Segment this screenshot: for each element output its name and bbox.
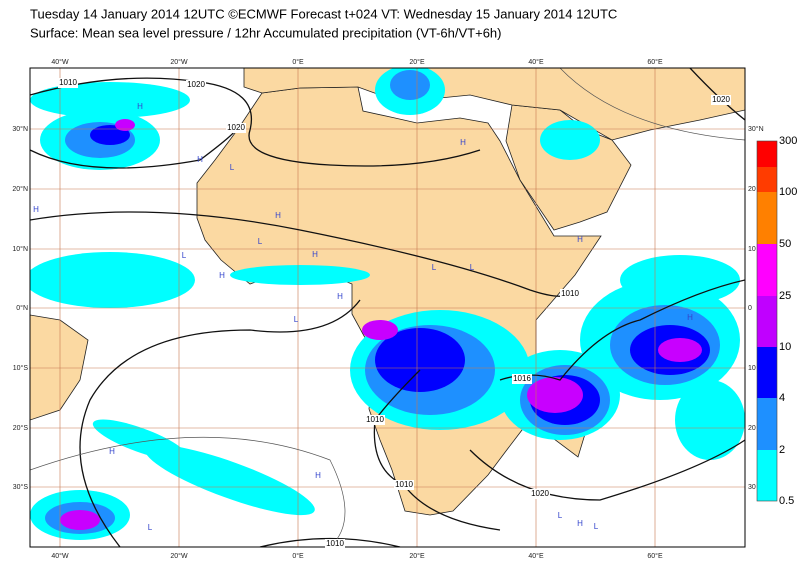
lon-label: 20°E <box>409 552 425 560</box>
lon-label: 40°W <box>51 58 69 66</box>
isobar-label-bg <box>530 489 550 499</box>
lat-label: 20 <box>748 425 756 432</box>
precipitation <box>30 68 745 540</box>
isobar-label: 1020 <box>227 123 245 132</box>
isobar-label: 1016 <box>513 374 531 383</box>
isobars <box>30 68 745 547</box>
isobar-label-bg <box>394 480 414 490</box>
lat-label: 10 <box>748 246 756 253</box>
pressure-center: H <box>315 471 321 480</box>
map <box>30 68 745 547</box>
subtitle: Surface: Mean sea level pressure / 12hr … <box>30 25 502 40</box>
lat-label: 0 <box>748 305 752 312</box>
pressure-center: L <box>182 251 187 260</box>
isobar-label-bg <box>226 123 246 133</box>
lat-label: 10 <box>748 365 756 372</box>
lon-label: 40°E <box>528 552 544 560</box>
isobar-label-bg <box>560 289 580 299</box>
isobar-label: 1020 <box>187 80 205 89</box>
lon-label: 0°E <box>292 58 304 66</box>
lon-label: 60°E <box>647 58 663 66</box>
map-frame <box>29 67 746 548</box>
lat-label: 10°S <box>13 364 29 372</box>
colorbar-label: 10 <box>779 341 791 353</box>
lat-label: 30°N <box>748 125 764 133</box>
pressure-center: L <box>594 522 599 531</box>
pressure-center: H <box>275 211 281 220</box>
lon-label: 20°W <box>170 552 188 560</box>
isobar-label: 1010 <box>561 289 579 298</box>
colorbar-label: 2 <box>779 444 785 456</box>
pressure-center: L <box>258 237 263 246</box>
pressure-center: L <box>558 511 563 520</box>
colorbar-label: 50 <box>779 238 791 250</box>
lon-label: 0°E <box>292 552 304 560</box>
lon-label: 40°W <box>51 552 69 560</box>
pressure-center: H <box>337 292 343 301</box>
colorbar-label: 0.5 <box>779 495 794 507</box>
isobar-label: 1010 <box>326 539 344 548</box>
colorbar <box>756 140 778 502</box>
lat-label: 30°N <box>12 125 28 133</box>
isobar-label-bg <box>365 415 385 425</box>
pressure-center: H <box>577 519 583 528</box>
graticule <box>30 68 745 547</box>
pressure-center: H <box>219 271 225 280</box>
pressure-center: L <box>470 263 475 272</box>
pressure-center: H <box>687 313 693 322</box>
lat-label: 30 <box>748 484 756 491</box>
isobar-label: 1010 <box>59 78 77 87</box>
isobar-label-bg <box>186 80 206 90</box>
isobar-label: 1020 <box>531 489 549 498</box>
pressure-center: H <box>137 102 143 111</box>
isobar-label-bg <box>58 78 78 88</box>
lat-label: 30°S <box>13 483 29 491</box>
colorbar-label: 25 <box>779 290 791 302</box>
isobar-label-bg <box>711 95 731 105</box>
pressure-center: H <box>577 235 583 244</box>
pressure-center: H <box>460 138 466 147</box>
colorbar-label: 300 <box>779 135 797 147</box>
isobar-label: 1020 <box>712 95 730 104</box>
lat-label: 0°N <box>16 304 28 312</box>
lon-label: 20°W <box>170 58 188 66</box>
pressure-center: H <box>197 155 203 164</box>
isobar-label-bg <box>325 539 345 549</box>
lat-label: 20 <box>748 186 756 193</box>
lon-label: 40°E <box>528 58 544 66</box>
pressure-center: L <box>230 163 235 172</box>
lat-label: 20°N <box>12 185 28 193</box>
pressure-center: H <box>312 250 318 259</box>
pressure-center: H <box>33 205 39 214</box>
pressure-center: L <box>148 523 153 532</box>
colorbar-label: 4 <box>779 392 785 404</box>
isobar-label-bg <box>512 374 532 384</box>
lon-label: 20°E <box>409 58 425 66</box>
pressure-center: L <box>294 315 299 324</box>
title: Tuesday 14 January 2014 12UTC ©ECMWF For… <box>30 6 617 21</box>
lon-label: 60°E <box>647 552 663 560</box>
pressure-center: L <box>432 263 437 272</box>
colorbar-label: 100 <box>779 186 797 198</box>
pressure-center: H <box>109 447 115 456</box>
isobar-label: 1010 <box>395 480 413 489</box>
lat-label: 10°N <box>12 245 28 253</box>
isobar-label: 1010 <box>366 415 384 424</box>
lat-label: 20°S <box>13 424 29 432</box>
